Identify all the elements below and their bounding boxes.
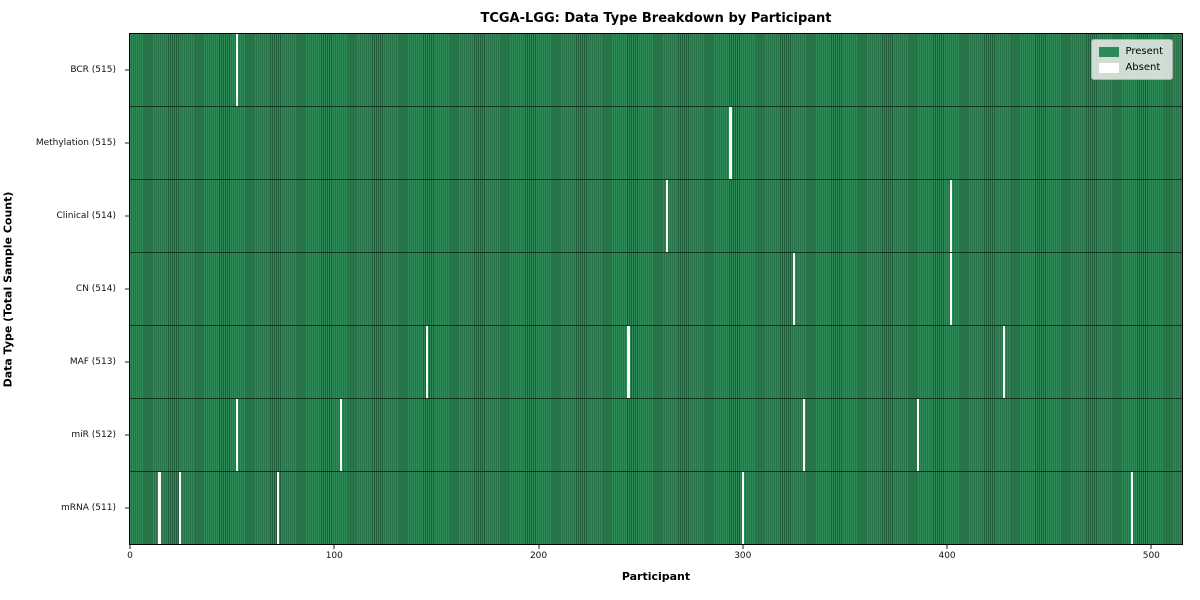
y-tick-label: BCR (515) xyxy=(70,64,116,75)
absent-gap xyxy=(741,472,744,544)
x-tick-label: 300 xyxy=(734,551,752,561)
x-tick-mark xyxy=(946,545,948,549)
x-tick-label: 200 xyxy=(529,551,548,561)
x-tick-mark xyxy=(538,545,540,549)
absent-gap xyxy=(729,107,732,179)
y-tick-mark xyxy=(125,288,129,290)
y-tick-mark xyxy=(125,361,129,363)
absent-gap xyxy=(916,399,920,471)
heatmap-row-mrna xyxy=(130,472,1182,544)
absent-gap xyxy=(1130,472,1134,544)
y-tick-label: miR (512) xyxy=(71,430,116,441)
x-ticks: 0 100 200 300 400 500 xyxy=(127,545,1183,567)
y-tick-label: Methylation (515) xyxy=(35,137,116,148)
absent-swatch-icon xyxy=(1099,62,1120,73)
heatmap-row-clinical xyxy=(130,180,1182,253)
absent-gap xyxy=(792,253,795,325)
x-tick-mark xyxy=(742,545,744,549)
absent-gap xyxy=(425,326,428,398)
y-tick-mark xyxy=(125,142,129,144)
absent-gap xyxy=(802,399,805,471)
heatmap-row-maf xyxy=(130,326,1182,399)
y-tick-labels: BCR (515) Methylation (515) Clinical (514)… xyxy=(0,33,124,545)
chart-title: TCGA-LGG: Data Type Breakdown by Partici… xyxy=(480,11,832,26)
y-axis-label: Data Type (Total Sample Count) xyxy=(1,191,15,388)
y-tick-mark xyxy=(125,507,129,509)
x-tick-mark xyxy=(333,545,335,549)
heatmap-row-bcr xyxy=(130,34,1182,107)
heatmap-plot-area: Present Absent xyxy=(129,33,1183,545)
x-tick-label: 400 xyxy=(938,551,956,561)
x-tick-label: 0 xyxy=(127,551,133,561)
absent-gap xyxy=(339,399,343,471)
x-tick-mark xyxy=(129,545,131,549)
y-tick-mark xyxy=(125,69,129,71)
x-tick-label: 100 xyxy=(325,551,343,561)
legend-item-absent: Absent xyxy=(1099,62,1163,73)
absent-gap xyxy=(235,399,239,471)
x-tick-mark xyxy=(1150,545,1152,549)
absent-gap xyxy=(666,180,669,252)
absent-gap xyxy=(627,326,630,398)
heatmap-row-cn xyxy=(130,253,1182,326)
legend-label-present: Present xyxy=(1125,46,1163,57)
y-tick-label: CN (514) xyxy=(75,284,116,294)
absent-gap xyxy=(949,180,952,252)
y-tick-marks xyxy=(125,33,129,545)
absent-gap xyxy=(1002,326,1005,398)
heatmap-row-mir xyxy=(130,399,1182,472)
legend-item-present: Present xyxy=(1099,46,1163,57)
y-tick-label: Clinical (514) xyxy=(56,210,116,221)
present-swatch-icon xyxy=(1099,46,1120,57)
x-tick-label: 500 xyxy=(1142,551,1160,561)
y-tick-label: mRNA (511) xyxy=(61,503,116,514)
absent-gap xyxy=(178,472,182,544)
legend-label-absent: Absent xyxy=(1125,62,1161,73)
heatmap-row-methylation xyxy=(130,107,1182,180)
absent-gap xyxy=(276,472,279,544)
legend: Present Absent xyxy=(1091,39,1173,80)
y-tick-label: MAF (513) xyxy=(69,357,116,368)
x-axis-label: Participant xyxy=(621,570,691,583)
absent-gap xyxy=(235,34,239,106)
y-tick-mark xyxy=(125,434,129,436)
y-tick-mark xyxy=(125,215,129,217)
absent-gap xyxy=(949,253,952,325)
absent-gap xyxy=(158,472,161,544)
